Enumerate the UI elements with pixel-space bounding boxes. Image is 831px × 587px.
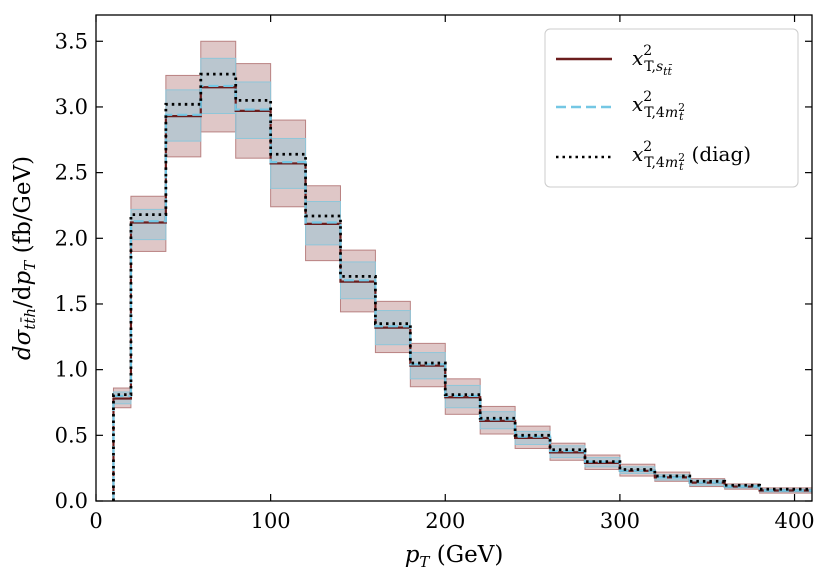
legend: x2 T,stt̄ x2 T,4m2 t x2 T,4m2 t(diag) bbox=[544, 28, 799, 188]
plot-frame bbox=[95, 14, 813, 502]
x-tick-label: 400 bbox=[774, 509, 814, 533]
x-tick-label: 200 bbox=[425, 509, 465, 533]
legend-label-series-2: x2 T,4m2 t bbox=[632, 89, 685, 123]
y-axis-label: dσtt̄h/dpT (fb/GeV) bbox=[10, 156, 39, 360]
band-bin-series-1 bbox=[130, 195, 167, 252]
legend-box bbox=[544, 28, 799, 188]
x-axis-label: pT (GeV) bbox=[405, 542, 504, 571]
legend-label-series-3: x2 T,4m2 t(diag) bbox=[632, 139, 751, 173]
x-axis-ticks: 0 100 200 300 400 bbox=[89, 15, 815, 533]
x-tick-label: 100 bbox=[251, 509, 291, 533]
y-tick-label: 2.5 bbox=[55, 161, 88, 185]
y-tick-label: 3.5 bbox=[55, 29, 88, 53]
y-axis-ticks: 0.0 0.5 1.0 1.5 2.0 2.5 3.0 3.5 bbox=[55, 29, 812, 513]
y-tick-label: 0.5 bbox=[55, 423, 88, 447]
y-tick-label: 1.5 bbox=[55, 292, 88, 316]
series-line-3 bbox=[112, 72, 812, 501]
y-tick-label: 1.0 bbox=[55, 358, 88, 382]
y-tick-label: 0.0 bbox=[55, 489, 88, 513]
x-tick-label: 300 bbox=[600, 509, 640, 533]
series-lines bbox=[112, 72, 812, 501]
legend-label-series-1: x2 T,stt̄ bbox=[632, 43, 673, 78]
x-tick-label: 0 bbox=[89, 509, 102, 533]
y-tick-label: 3.0 bbox=[55, 95, 88, 119]
y-tick-label: 2.0 bbox=[55, 226, 88, 250]
